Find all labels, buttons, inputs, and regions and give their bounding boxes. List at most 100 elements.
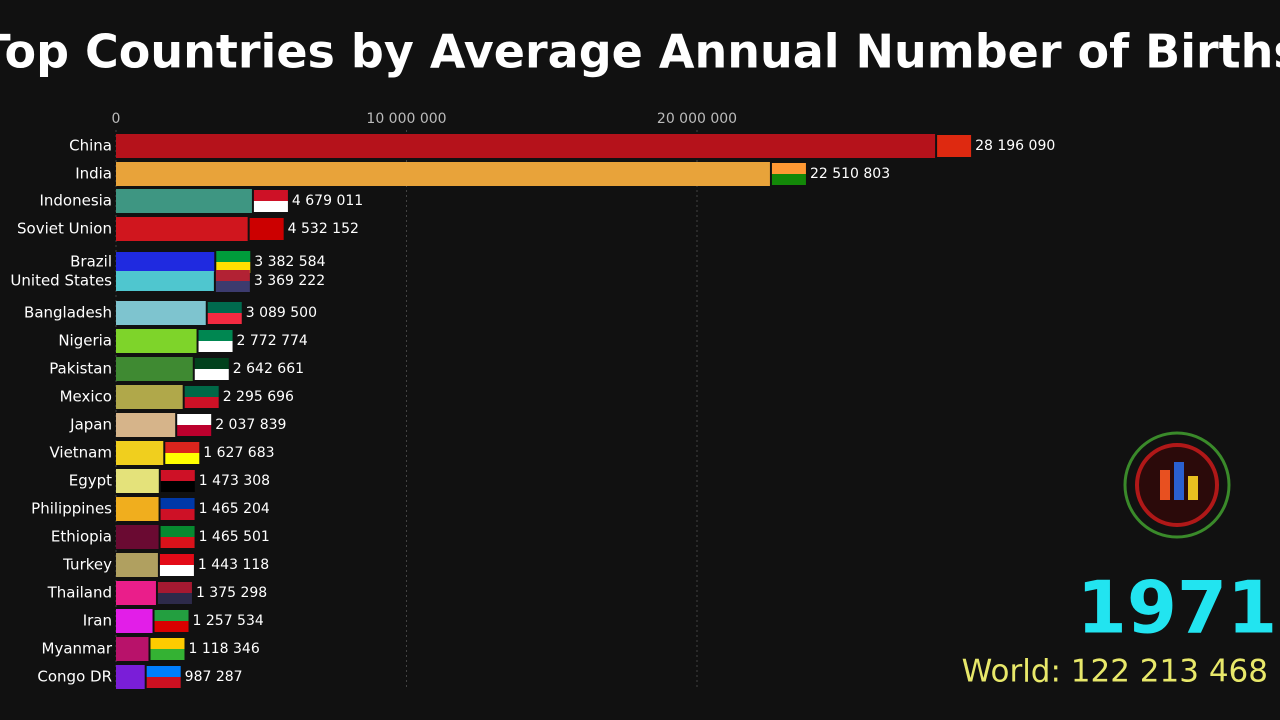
y-tick-label: United States <box>10 272 112 290</box>
value-label: 22 510 803 <box>810 166 890 182</box>
flag <box>177 425 212 436</box>
value-label: 3 382 584 <box>254 254 325 270</box>
flag <box>177 414 212 425</box>
flag <box>157 582 192 593</box>
flag <box>160 470 195 481</box>
flag <box>160 526 195 537</box>
flag <box>146 677 181 688</box>
y-tick-label: Nigeria <box>58 332 112 350</box>
value-label: 1 473 308 <box>199 473 270 489</box>
value-label: 1 465 204 <box>199 501 270 517</box>
bar <box>116 413 176 437</box>
value-label: 28 196 090 <box>975 138 1055 154</box>
y-tick-label: China <box>69 137 112 155</box>
y-tick-label: Ethiopia <box>51 528 112 546</box>
value-label: 1 627 683 <box>203 445 274 461</box>
y-tick-label: Japan <box>69 416 112 434</box>
bar <box>116 609 153 633</box>
value-label: 4 532 152 <box>288 221 359 237</box>
y-tick-label: Vietnam <box>49 444 112 462</box>
world-total: World: 122 213 468 <box>962 654 1268 690</box>
bar <box>116 301 206 325</box>
bar <box>116 252 215 272</box>
flag <box>207 313 242 324</box>
flag <box>937 135 972 146</box>
bar <box>116 217 248 241</box>
bar <box>116 162 770 186</box>
bar <box>116 441 164 465</box>
flag <box>159 554 194 565</box>
chart-title: Top Countries by Average Annual Number o… <box>0 25 1280 79</box>
bar <box>116 553 158 577</box>
y-tick-label: Thailand <box>47 584 112 602</box>
value-label: 1 443 118 <box>198 557 269 573</box>
y-tick-label: Bangladesh <box>24 304 112 322</box>
y-tick-label: India <box>75 165 112 183</box>
value-label: 2 037 839 <box>215 417 286 433</box>
flag <box>194 369 229 380</box>
value-label: 1 257 534 <box>193 613 264 629</box>
x-tick-label: 10 000 000 <box>366 111 446 127</box>
flag <box>771 163 806 174</box>
logo-ring <box>1123 431 1231 539</box>
flag <box>207 302 242 313</box>
y-tick-label: Turkey <box>62 556 112 574</box>
bar <box>116 134 936 158</box>
y-tick-label: Mexico <box>60 388 112 406</box>
flag <box>150 649 185 660</box>
y-tick-label: Pakistan <box>49 360 112 378</box>
y-tick-label: Congo DR <box>37 668 112 686</box>
flag <box>771 174 806 185</box>
logo-bar <box>1188 476 1198 500</box>
bar <box>116 525 159 549</box>
flag <box>249 218 284 229</box>
flag <box>154 610 189 621</box>
flag <box>249 229 284 240</box>
value-label: 1 375 298 <box>196 585 267 601</box>
bar <box>116 189 252 213</box>
flag <box>160 509 195 520</box>
bar <box>116 581 156 605</box>
flag <box>160 498 195 509</box>
flag <box>184 397 219 408</box>
bar <box>116 665 145 689</box>
flag <box>146 666 181 677</box>
bar <box>116 271 214 291</box>
logo <box>1123 431 1231 539</box>
y-tick-label: Philippines <box>31 500 112 518</box>
flag <box>154 621 189 632</box>
value-label: 3 089 500 <box>246 305 317 321</box>
y-tick-label: Egypt <box>69 472 112 490</box>
flag <box>215 270 250 281</box>
bar <box>116 329 197 353</box>
logo-bar <box>1160 470 1170 500</box>
value-label: 1 465 501 <box>199 529 270 545</box>
y-tick-label: Brazil <box>70 253 112 271</box>
flag <box>253 190 288 201</box>
y-tick-label: Soviet Union <box>17 220 112 238</box>
flag <box>150 638 185 649</box>
flag <box>198 330 233 341</box>
value-label: 2 772 774 <box>237 333 308 349</box>
flag <box>253 201 288 212</box>
y-tick-label: Iran <box>83 612 112 630</box>
value-label: 1 118 346 <box>188 641 259 657</box>
flag <box>194 358 229 369</box>
flag <box>198 341 233 352</box>
flag <box>165 453 200 464</box>
flag <box>160 537 195 548</box>
flag <box>216 251 251 262</box>
value-label: 4 679 011 <box>292 193 363 209</box>
y-tick-label: Myanmar <box>42 640 113 658</box>
flag <box>160 481 195 492</box>
flag <box>184 386 219 397</box>
value-label: 2 295 696 <box>223 389 294 405</box>
flag <box>157 593 192 604</box>
flag <box>937 146 972 157</box>
x-tick-label: 0 <box>112 111 121 127</box>
value-label: 987 287 <box>185 669 243 685</box>
value-label: 3 369 222 <box>254 273 325 289</box>
bar <box>116 469 159 493</box>
